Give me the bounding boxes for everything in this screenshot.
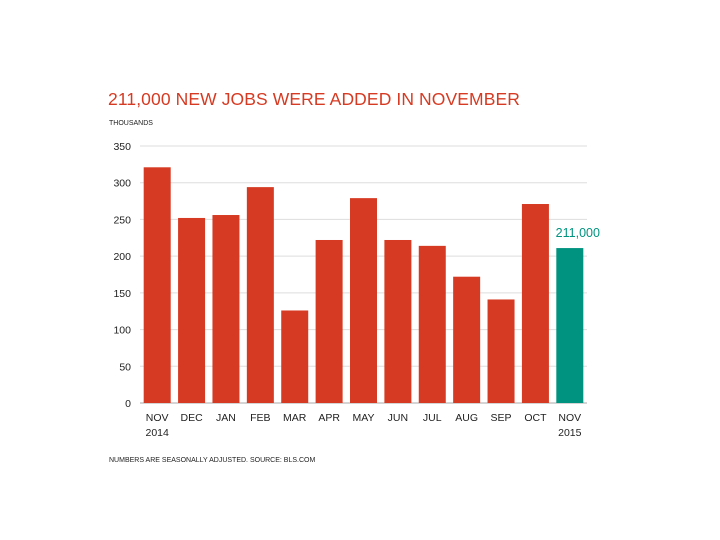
source-footnote: NUMBERS ARE SEASONALLY ADJUSTED. SOURCE:… — [109, 457, 316, 464]
bar — [453, 276, 481, 403]
x-tick-label: 2014 — [146, 427, 170, 439]
x-tick-label: JUL — [423, 412, 442, 424]
x-tick-label: JAN — [216, 412, 236, 424]
y-tick-label: 250 — [113, 214, 131, 226]
bar — [315, 239, 343, 403]
bar — [246, 187, 274, 403]
x-tick-label: OCT — [524, 412, 547, 424]
axis-ticks: 0 50 100 150 200 250 300 350 NOV 2014 DEC JAN FEB MAR… — [113, 141, 600, 439]
bar — [212, 215, 240, 403]
x-tick-label: FEB — [250, 412, 270, 424]
x-tick-label: SEP — [491, 412, 512, 424]
bar — [350, 198, 377, 403]
bar-highlight — [556, 248, 584, 403]
x-tick-label: NOV — [558, 412, 581, 424]
x-tick-label: DEC — [180, 412, 203, 424]
bar — [281, 310, 309, 403]
y-tick-label: 200 — [113, 251, 131, 263]
bar — [178, 217, 206, 403]
x-tick-label: MAY — [353, 412, 375, 424]
bar — [384, 239, 412, 403]
x-tick-label: MAR — [283, 412, 307, 424]
y-tick-label: 50 — [119, 361, 131, 373]
x-tick-label: 2015 — [558, 427, 582, 439]
y-axis-units-label: THOUSANDS — [109, 120, 153, 127]
chart-title: 211,000 NEW JOBS WERE ADDED IN NOVEMBER — [108, 89, 521, 109]
x-tick-label: JUN — [388, 412, 408, 424]
x-tick-label: APR — [318, 412, 340, 424]
bar — [521, 204, 549, 403]
bar — [143, 167, 171, 403]
x-tick-label: NOV — [146, 412, 169, 424]
y-tick-label: 300 — [113, 178, 131, 190]
bar — [487, 299, 515, 403]
bar — [418, 245, 446, 403]
y-tick-label: 150 — [113, 288, 131, 300]
y-tick-label: 0 — [125, 398, 131, 410]
bars — [143, 167, 584, 403]
y-tick-label: 350 — [113, 141, 131, 153]
highlight-data-label: 211,000 — [556, 226, 600, 240]
y-tick-label: 100 — [113, 325, 131, 337]
x-tick-label: AUG — [455, 412, 478, 424]
